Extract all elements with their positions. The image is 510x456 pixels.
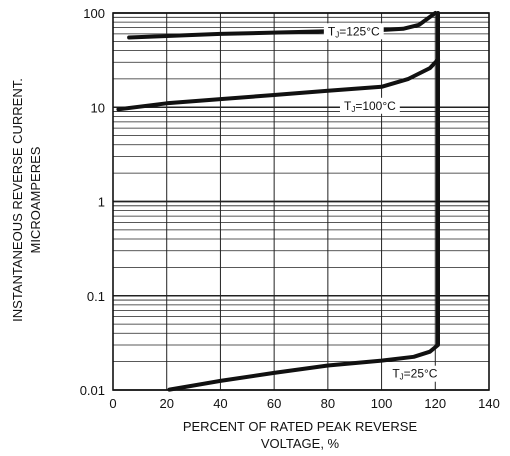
series-label-1: TJ=125°C [323, 23, 384, 40]
series-line-3 [167, 11, 440, 392]
y-tick-label: 0.01 [80, 383, 105, 398]
series-label-3: TJ=25°C [388, 365, 442, 382]
x-tick-label: 100 [371, 396, 393, 411]
series-line-2 [116, 57, 440, 112]
series-label-text: TJ=125°C [328, 24, 380, 39]
y-tick-labels: 0.01 0.1 1 10 100 [80, 6, 105, 398]
x-tick-label: 40 [213, 396, 227, 411]
plot-border [112, 12, 490, 391]
y-axis-title-line-2: MICROAMPERES [28, 146, 43, 253]
x-tick-label: 60 [267, 396, 281, 411]
y-tick-label: 100 [83, 6, 105, 21]
series-label-2: TJ=100°C [339, 97, 400, 114]
x-tick-labels: 0 20 40 60 80 100 120 140 [109, 396, 499, 411]
x-tick-label: 20 [159, 396, 173, 411]
x-tick-label: 140 [478, 396, 500, 411]
plot-frame [112, 12, 490, 391]
x-tick-label: 0 [109, 396, 116, 411]
x-axis-title-line-1: PERCENT OF RATED PEAK REVERSE [183, 419, 418, 434]
y-tick-label: 1 [98, 195, 105, 210]
grid-lines [112, 12, 490, 391]
series-labels: TJ=125°C TJ=100°C TJ=25°C [323, 23, 442, 382]
y-axis-title-line-1: INSTANTANEOUS REVERSE CURRENT. [10, 78, 25, 322]
series-label-text: TJ=25°C [392, 367, 437, 382]
series-label-background [323, 23, 384, 40]
x-axis-title-line-2: VOLTAGE, % [261, 436, 340, 451]
x-tick-label: 120 [424, 396, 446, 411]
series-label-background [388, 365, 442, 382]
y-tick-label: 10 [91, 100, 105, 115]
series-label-text: TJ=100°C [344, 99, 396, 114]
x-tick-label: 80 [321, 396, 335, 411]
y-tick-label: 0.1 [87, 289, 105, 304]
series-label-background [339, 97, 400, 114]
